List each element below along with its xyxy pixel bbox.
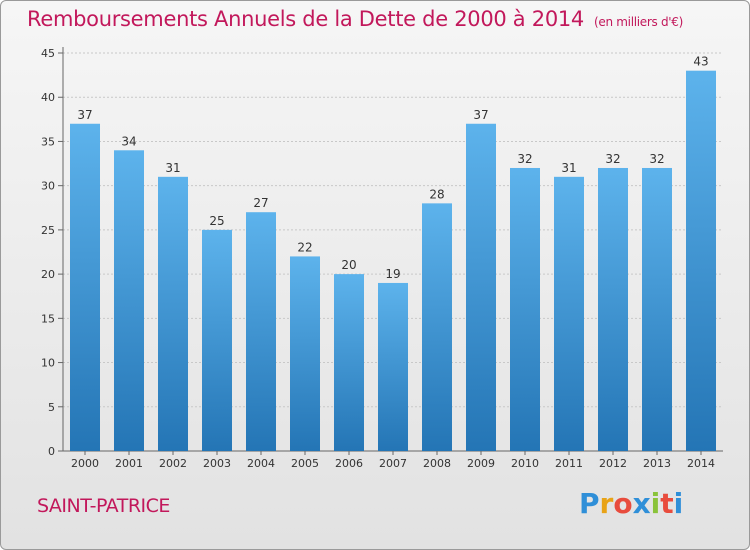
bar-2000 xyxy=(70,123,100,451)
value-label-2011: 31 xyxy=(561,161,576,175)
x-tick-label-2014: 2014 xyxy=(687,457,715,470)
chart-title: Remboursements Annuels de la Dette de 20… xyxy=(27,7,683,31)
y-tick-label: 25 xyxy=(41,224,55,237)
x-tick-label-2006: 2006 xyxy=(335,457,363,470)
y-tick-label: 45 xyxy=(41,47,55,60)
chart-title-text: Remboursements Annuels de la Dette de 20… xyxy=(27,7,584,31)
value-label-2014: 43 xyxy=(693,55,708,69)
value-label-2007: 19 xyxy=(385,267,400,281)
bar-2008 xyxy=(422,203,452,451)
x-tick-label-2012: 2012 xyxy=(599,457,627,470)
bar-2004 xyxy=(246,212,276,451)
bar-2001 xyxy=(114,150,144,452)
bar-2011 xyxy=(554,176,584,452)
y-tick-label: 35 xyxy=(41,135,55,148)
y-tick-label: 30 xyxy=(41,180,55,193)
bar-2009 xyxy=(466,123,496,451)
bar-2010 xyxy=(510,167,540,451)
x-tick-label-2007: 2007 xyxy=(379,457,407,470)
logo-letter: i xyxy=(650,487,661,520)
value-label-2003: 25 xyxy=(209,214,224,228)
x-tick-label-2009: 2009 xyxy=(467,457,495,470)
x-tick-label-2013: 2013 xyxy=(643,457,671,470)
proxiti-logo: Proxiti xyxy=(579,487,683,520)
value-label-2005: 22 xyxy=(297,240,312,254)
bar-2007 xyxy=(378,282,408,451)
bar-2006 xyxy=(334,274,364,451)
bar-2012 xyxy=(598,167,628,451)
x-tick-label-2010: 2010 xyxy=(511,457,539,470)
x-tick-label-2004: 2004 xyxy=(247,457,275,470)
x-tick-label-2003: 2003 xyxy=(203,457,231,470)
y-tick-label: 40 xyxy=(41,91,55,104)
bar-2003 xyxy=(202,229,232,451)
logo-letter: t xyxy=(660,487,674,520)
chart-subtitle: (en milliers d'€) xyxy=(594,15,684,29)
logo-letter: x xyxy=(632,487,651,520)
value-label-2002: 31 xyxy=(165,161,180,175)
bar-2002 xyxy=(158,176,188,452)
bar-2013 xyxy=(642,167,672,451)
value-label-2008: 28 xyxy=(429,187,444,201)
commune-name: SAINT-PATRICE xyxy=(37,495,170,517)
logo-letter: o xyxy=(613,487,633,520)
logo-letter: i xyxy=(673,487,684,520)
bar-2014 xyxy=(686,70,716,451)
x-tick-label-2011: 2011 xyxy=(555,457,583,470)
value-label-2006: 20 xyxy=(341,258,356,272)
x-tick-label-2000: 2000 xyxy=(71,457,99,470)
value-label-2010: 32 xyxy=(517,152,532,166)
y-tick-label: 10 xyxy=(41,357,55,370)
bar-2005 xyxy=(290,256,320,451)
x-tick-label-2001: 2001 xyxy=(115,457,143,470)
logo-letter: r xyxy=(599,487,614,520)
y-tick-label: 15 xyxy=(41,312,55,325)
value-label-2000: 37 xyxy=(77,108,92,122)
x-tick-label-2005: 2005 xyxy=(291,457,319,470)
value-label-2004: 27 xyxy=(253,196,268,210)
value-label-2013: 32 xyxy=(649,152,664,166)
y-tick-label: 20 xyxy=(41,268,55,281)
value-label-2012: 32 xyxy=(605,152,620,166)
x-tick-label-2008: 2008 xyxy=(423,457,451,470)
x-tick-label-2002: 2002 xyxy=(159,457,187,470)
value-label-2001: 34 xyxy=(121,134,136,148)
value-label-2009: 37 xyxy=(473,108,488,122)
y-tick-label: 5 xyxy=(48,401,55,414)
logo-letter: P xyxy=(579,487,600,520)
y-tick-label: 0 xyxy=(48,445,55,458)
